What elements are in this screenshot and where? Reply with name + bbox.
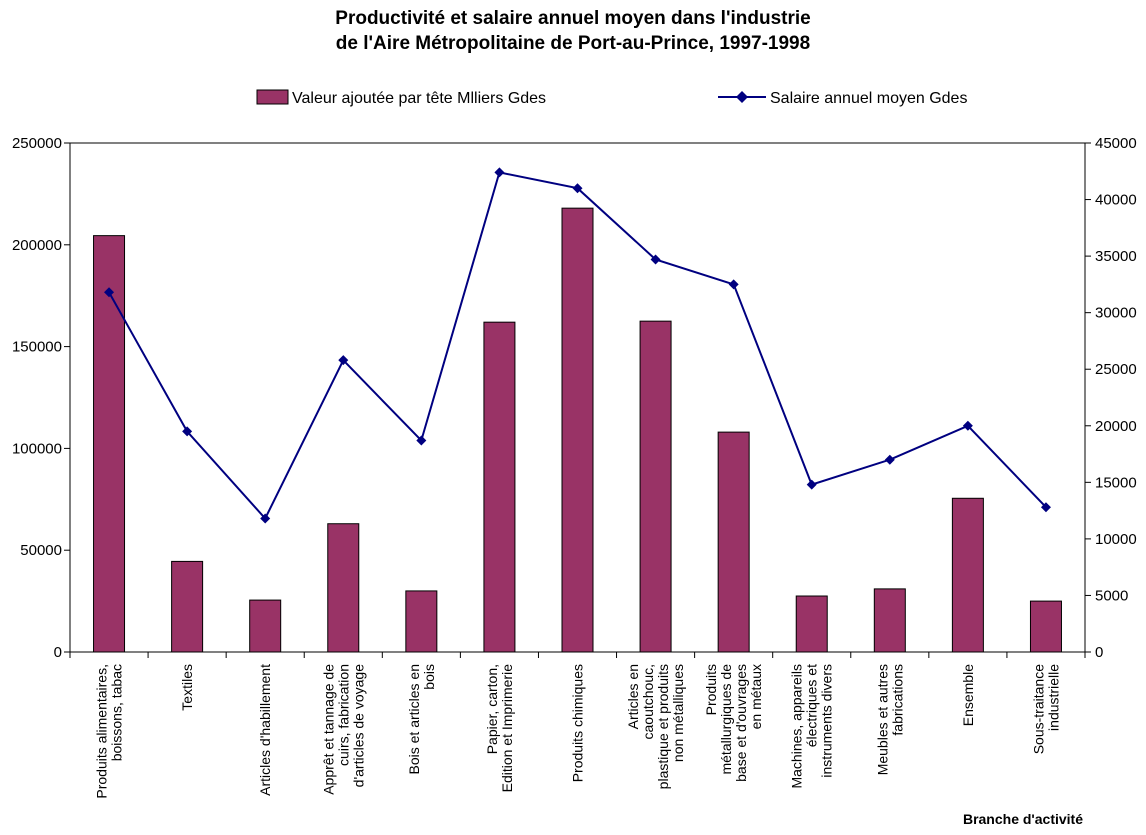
category-label: Papier, carton,Edition et Imprimerie <box>484 664 515 793</box>
y-right-tick-label: 15000 <box>1095 474 1137 491</box>
category-label-line: Produits <box>703 664 719 715</box>
category-label-line: base et d'ouvrages <box>733 664 749 782</box>
category-label-line: Edition et Imprimerie <box>499 664 515 793</box>
category-label-line: fabrications <box>889 664 905 736</box>
category-label-line: Apprêt et tannage de <box>320 664 336 795</box>
line-point <box>494 167 505 178</box>
bar <box>717 431 750 653</box>
y-right-tick-label: 40000 <box>1095 192 1137 209</box>
x-axis-title: Branche d'activité <box>963 811 1083 827</box>
category-label: Produits alimentaires,boissons, tabac <box>94 664 125 799</box>
bar <box>951 497 984 653</box>
line-point <box>182 426 193 437</box>
line-point <box>962 420 973 431</box>
bar <box>327 523 360 653</box>
legend-swatch-bar <box>256 89 289 105</box>
category-label-line: en métaux <box>748 664 764 729</box>
y-right-tick-label: 30000 <box>1095 305 1137 322</box>
category-label: Articles d'habillement <box>257 664 273 796</box>
bar <box>873 588 906 653</box>
category-label-line: Sous-traitance <box>1030 664 1046 754</box>
category-label: Ensemble <box>960 664 976 726</box>
category-label-line: d'articles de voyage <box>350 664 366 788</box>
category-label-line: Bois et articles en <box>406 664 422 775</box>
legend-label-bar: Valeur ajoutée par tête Mlliers Gdes <box>292 90 546 107</box>
bar <box>171 560 204 653</box>
bar <box>93 235 126 653</box>
bar-series <box>93 207 1062 653</box>
category-labels: Produits alimentaires,boissons, tabac Tex… <box>94 664 1062 799</box>
category-label-line: instruments divers <box>819 664 835 778</box>
y-right-tick-label: 20000 <box>1095 418 1137 435</box>
category-label: Sous-traitanceindustrielle <box>1030 664 1061 754</box>
category-label-line: Papier, carton, <box>484 664 500 754</box>
y-right-tick-label: 25000 <box>1095 361 1137 378</box>
y-left-tick-label: 100000 <box>12 440 62 457</box>
category-label-line: boissons, tabac <box>109 664 125 761</box>
legend-swatch-marker <box>736 91 748 103</box>
bar <box>639 320 672 653</box>
line-point <box>416 435 427 446</box>
category-label: Textiles <box>179 664 195 711</box>
bar <box>483 321 516 653</box>
y-left-tick-label: 0 <box>54 644 62 661</box>
category-label-line: Machines, appareils <box>789 664 805 789</box>
category-label-line: Produits alimentaires, <box>94 664 110 799</box>
category-label: Articles encaoutchouc,plastique et produ… <box>625 664 686 789</box>
category-label-line: Articles en <box>625 664 641 729</box>
line-point <box>806 479 817 490</box>
chart-title-line: de l'Aire Métropolitaine de Port-au-Prin… <box>336 33 810 54</box>
category-label-line: caoutchouc, <box>640 664 656 740</box>
y-left-tick-label: 150000 <box>12 339 62 356</box>
category-label-line: industrielle <box>1045 664 1061 731</box>
chart-legend: Valeur ajoutée par tête Mlliers Gdes Sala… <box>256 89 967 107</box>
y-right-tick-label: 5000 <box>1095 587 1128 604</box>
y-left-tick-label: 50000 <box>20 542 62 559</box>
y-right-tick-label: 45000 <box>1095 135 1137 152</box>
bar <box>249 599 282 653</box>
category-label-line: Meubles et autres <box>874 664 890 775</box>
line-point <box>650 254 661 265</box>
line-point <box>1040 502 1051 513</box>
category-label-line: métallurgiques de <box>718 664 734 775</box>
category-label: Machines, appareilsélectriques etinstrum… <box>789 664 835 789</box>
bar <box>1029 600 1062 653</box>
category-label-line: Textiles <box>179 664 195 711</box>
line-series <box>104 167 1051 524</box>
category-label: Meubles et autresfabrications <box>874 664 905 775</box>
category-label-line: Ensemble <box>960 664 976 726</box>
category-label-line: non métalliques <box>670 664 686 762</box>
line-point <box>572 183 583 194</box>
line-point <box>338 355 349 366</box>
category-label: Produits chimiques <box>570 664 586 782</box>
y-left-tick-label: 200000 <box>12 237 62 254</box>
category-label: Produitsmétallurgiques debase et d'ouvra… <box>703 664 764 782</box>
line-point <box>260 513 271 524</box>
chart-axes: 0 50000 100000 150000 200000 250000 0 5000 10000… <box>12 135 1137 661</box>
y-right-tick-label: 35000 <box>1095 248 1137 265</box>
y-left-tick-label: 250000 <box>12 135 62 152</box>
category-label: Bois et articles enbois <box>406 664 437 775</box>
legend-label-line: Salaire annuel moyen Gdes <box>770 90 967 107</box>
y-right-tick-label: 10000 <box>1095 531 1137 548</box>
line-point <box>728 279 739 290</box>
chart-title-line: Productivité et salaire annuel moyen dan… <box>335 8 810 29</box>
category-label-line: plastique et produits <box>655 664 671 789</box>
bar <box>795 595 828 653</box>
category-label-line: cuirs, fabrication <box>335 664 351 766</box>
category-label-line: bois <box>421 664 437 690</box>
category-label: Apprêt et tannage decuirs, fabricationd'… <box>320 664 366 795</box>
category-label-line: Produits chimiques <box>570 664 586 782</box>
bar <box>561 207 594 653</box>
y-right-tick-label: 0 <box>1095 644 1103 661</box>
chart-title: Productivité et salaire annuel moyen dan… <box>335 8 810 54</box>
category-label-line: Articles d'habillement <box>257 664 273 796</box>
bar <box>405 590 438 653</box>
category-label-line: électriques et <box>804 664 820 747</box>
line-point <box>884 454 895 465</box>
line-point <box>104 287 115 298</box>
